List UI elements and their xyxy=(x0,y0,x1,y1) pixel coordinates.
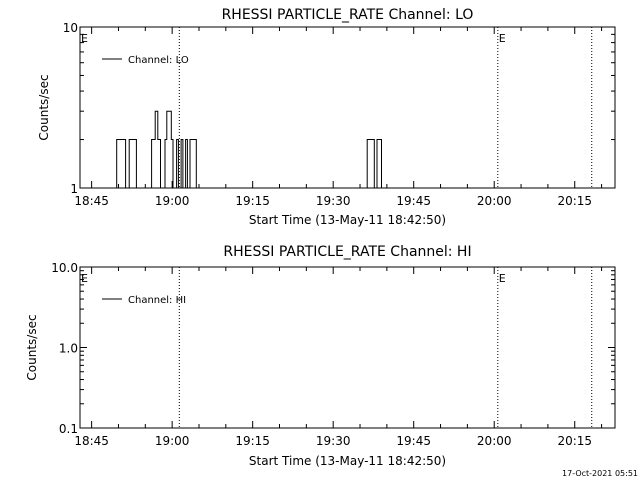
x-tick-label: 19:00 xyxy=(155,194,190,208)
x-tick-label: 20:15 xyxy=(557,434,592,448)
y-tick-label: 10.0 xyxy=(51,261,78,275)
chart-title: RHESSI PARTICLE_RATE Channel: LO xyxy=(222,7,474,23)
event-flag-label: E xyxy=(499,32,506,45)
y-axis-label: Counts/sec xyxy=(37,74,51,140)
series-line xyxy=(117,111,382,188)
x-axis-label: Start Time (13-May-11 18:42:50) xyxy=(249,454,446,468)
timestamp: 17-Oct-2021 05:51 xyxy=(562,469,638,478)
x-tick-label: 18:45 xyxy=(74,194,109,208)
x-tick-label: 20:00 xyxy=(477,434,512,448)
x-tick-label: 18:45 xyxy=(74,434,109,448)
y-axis-label: Counts/sec xyxy=(25,314,39,380)
plot-frame xyxy=(80,267,615,428)
x-tick-label: 19:00 xyxy=(155,434,190,448)
x-tick-label: 19:15 xyxy=(235,194,270,208)
chart-panel: RHESSI PARTICLE_RATE Channel: LO 18:45 19:… xyxy=(37,7,615,227)
legend-entry: Channel: LO xyxy=(128,55,189,66)
event-flag-label: E xyxy=(81,32,88,45)
chart-panel: RHESSI PARTICLE_RATE Channel: HI 18:45 19:… xyxy=(25,244,615,468)
x-axis-label: Start Time (13-May-11 18:42:50) xyxy=(249,213,446,227)
y-tick-label: 10 xyxy=(63,21,78,35)
x-tick-label: 19:45 xyxy=(396,434,431,448)
legend-entry: Channel: HI xyxy=(128,295,186,306)
event-flag-label: E xyxy=(499,272,506,285)
chart-title: RHESSI PARTICLE_RATE Channel: HI xyxy=(223,244,471,260)
x-tick-label: 19:30 xyxy=(316,194,351,208)
x-tick-label: 19:30 xyxy=(316,434,351,448)
x-tick-label: 20:15 xyxy=(557,194,592,208)
x-tick-label: 19:45 xyxy=(396,194,431,208)
y-tick-label: 0.1 xyxy=(59,422,78,436)
x-tick-label: 19:15 xyxy=(235,434,270,448)
x-tick-label: 20:00 xyxy=(477,194,512,208)
event-flag-label: E xyxy=(81,272,88,285)
y-tick-label: 1 xyxy=(70,182,78,196)
y-tick-label: 1.0 xyxy=(59,342,78,356)
